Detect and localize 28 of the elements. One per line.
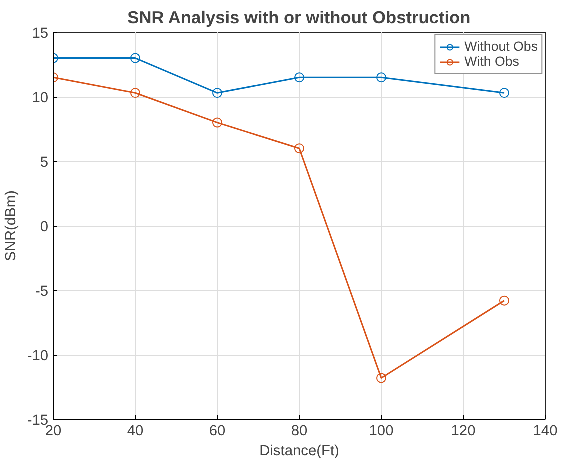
legend-label: Without Obs — [464, 39, 538, 54]
point — [376, 72, 386, 83]
y-tick-label: 15 — [32, 26, 49, 42]
point — [294, 144, 304, 154]
legend-label: With Obs — [464, 54, 520, 69]
x-tick-label: 40 — [127, 424, 144, 440]
x-tick-label: 140 — [533, 424, 558, 440]
point — [500, 88, 510, 98]
point — [130, 88, 140, 98]
y-tick-label: 5 — [40, 155, 49, 171]
point — [376, 373, 386, 384]
y-axis-title: SNR(dBm) — [3, 190, 20, 262]
y-tick-label: -5 — [35, 284, 49, 300]
x-tick-label: 80 — [291, 424, 308, 440]
x-tick-label: 100 — [369, 424, 394, 440]
x-tick-label: 20 — [45, 424, 62, 440]
point — [130, 53, 140, 64]
point — [500, 296, 510, 306]
chart-title: SNR Analysis with or without Obstruction — [128, 8, 471, 28]
x-axis-title: Distance(Ft) — [260, 444, 340, 460]
x-tick-label: 60 — [209, 424, 226, 440]
y-tick-label: 0 — [40, 220, 49, 236]
point — [212, 118, 222, 128]
y-tick-label: 10 — [32, 90, 49, 106]
y-tick-label: -10 — [27, 348, 49, 364]
x-tick-label: 120 — [451, 424, 476, 440]
point — [212, 88, 222, 98]
point — [294, 72, 304, 83]
